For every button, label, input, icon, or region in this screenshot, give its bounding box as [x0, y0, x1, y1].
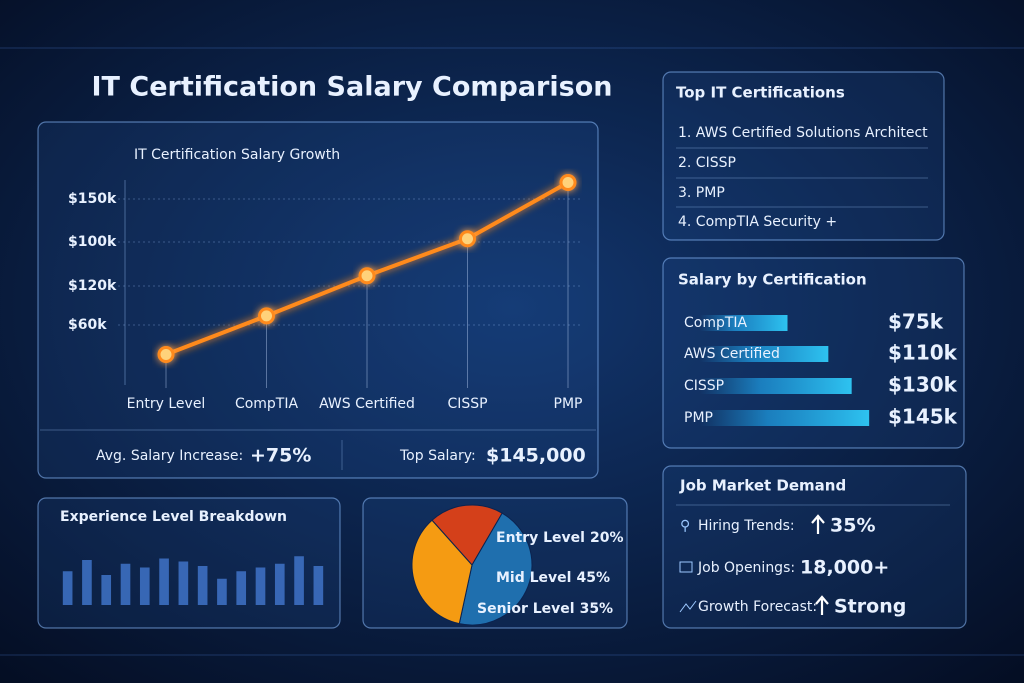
point — [459, 230, 476, 248]
bar — [178, 561, 189, 605]
y-tick-label: $120k — [68, 278, 117, 294]
job-value: Strong — [834, 596, 906, 618]
job-value: 35% — [830, 515, 875, 537]
up-arrow — [811, 514, 825, 534]
percent: 45% — [576, 570, 610, 586]
y-tick-label: $100k — [68, 234, 117, 250]
list-item: 3. PMP — [678, 185, 725, 201]
panel — [662, 71, 945, 241]
bar — [236, 571, 247, 605]
chart-title: IT Certification Salary Growth — [134, 147, 340, 163]
bar — [82, 560, 92, 605]
summary-label: Avg. Salary Increase: — [96, 448, 243, 464]
x-tick-label: CompTIA — [235, 396, 299, 412]
bar — [159, 558, 169, 605]
summary-label: Top Salary: — [399, 448, 476, 464]
category: Senior Level — [477, 601, 575, 617]
panel-title: Job Market Demand — [679, 477, 846, 495]
bar — [217, 578, 227, 605]
bar — [294, 556, 304, 605]
bar — [313, 566, 324, 605]
pie-label: Mid Level 45% — [496, 570, 610, 586]
value-label: $110k — [888, 341, 958, 365]
pie-slice — [431, 504, 503, 566]
bar — [274, 563, 285, 605]
icon — [679, 600, 697, 613]
job-value: 18,000+ — [800, 557, 889, 579]
x-tick-label: CISSP — [447, 396, 487, 412]
point — [157, 345, 175, 363]
icon: ⚲ — [680, 518, 690, 534]
value-label: $75k — [888, 310, 944, 334]
y-tick-label: $60k — [68, 317, 107, 333]
job-label: Hiring Trends: — [698, 518, 795, 534]
point — [358, 267, 376, 285]
bar — [197, 566, 208, 605]
bar — [101, 575, 112, 605]
percent: 35% — [580, 601, 614, 617]
x-tick-label: AWS Certified — [319, 396, 415, 412]
bar — [139, 567, 150, 605]
bar-label: PMP — [684, 410, 713, 426]
up-arrow — [815, 595, 829, 615]
salary-bar — [700, 410, 870, 426]
icon — [679, 561, 693, 573]
list-item: 4. CompTIA Security + — [678, 214, 837, 230]
job-label: Growth Forecast: — [698, 599, 817, 615]
bar-label: CompTIA — [684, 315, 748, 331]
panel-title: Salary by Certification — [678, 271, 867, 289]
value-label: $130k — [888, 373, 958, 397]
list-item: 2. CISSP — [678, 155, 736, 171]
panel — [37, 121, 599, 479]
bar-label: CISSP — [684, 378, 724, 394]
job-label: Job Openings: — [697, 560, 795, 576]
point — [559, 174, 577, 191]
panel — [662, 465, 967, 629]
bar — [120, 563, 131, 605]
salary-bar — [700, 346, 829, 362]
pie-label: Entry Level 20% — [496, 530, 623, 546]
salary-bar — [700, 378, 852, 394]
x-tick-label: PMP — [554, 396, 583, 412]
bar-label: AWS Certified — [684, 346, 780, 362]
bar — [62, 571, 73, 605]
pie-slice — [411, 519, 473, 625]
category: Mid Level — [496, 570, 571, 586]
pie-slice — [458, 512, 533, 626]
category: Entry Level — [496, 530, 585, 546]
page-title: IT Certification Salary Comparison — [92, 72, 613, 103]
percent: 20% — [590, 530, 624, 546]
list-item: 1. AWS Certified Solutions Architect — [678, 125, 928, 141]
bar — [255, 567, 266, 605]
point — [258, 307, 275, 325]
pie-label: Senior Level 35% — [477, 601, 613, 617]
summary-value: +75% — [250, 445, 311, 467]
panel-title: Experience Level Breakdown — [60, 509, 287, 525]
y-tick-label: $150k — [68, 191, 117, 207]
summary-value: $145,000 — [486, 445, 586, 467]
value-label: $145k — [888, 405, 958, 429]
x-tick-label: Entry Level — [127, 396, 206, 412]
panel-title: Top IT Certifications — [676, 84, 845, 102]
salary-bar — [700, 315, 788, 331]
